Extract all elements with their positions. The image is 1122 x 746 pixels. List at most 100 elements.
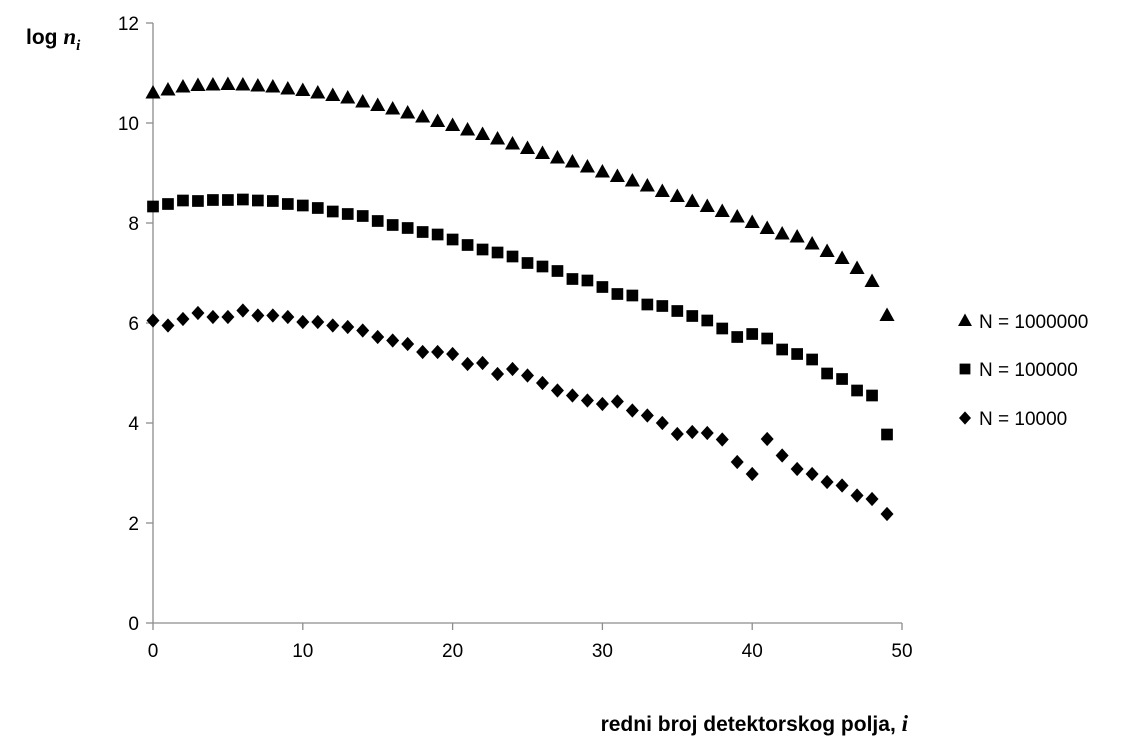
data-point-triangle bbox=[475, 126, 491, 140]
data-point-diamond bbox=[476, 355, 490, 371]
data-point-triangle bbox=[849, 260, 865, 274]
data-point-square bbox=[806, 353, 818, 366]
data-point-diamond bbox=[416, 344, 430, 360]
legend-marker-triangle bbox=[958, 313, 972, 327]
data-point-triangle bbox=[385, 100, 401, 115]
y-tick-label: 2 bbox=[128, 514, 139, 535]
x-axis-title-variable: i bbox=[902, 711, 909, 736]
data-point-diamond bbox=[401, 336, 415, 352]
data-point-triangle bbox=[804, 235, 820, 250]
data-point-diamond bbox=[431, 344, 445, 360]
data-point-triangle bbox=[280, 80, 296, 95]
data-point-triangle bbox=[684, 193, 700, 207]
data-point-diamond bbox=[595, 396, 609, 412]
data-point-diamond bbox=[655, 415, 669, 431]
series-diamond bbox=[146, 303, 894, 522]
x-ticks: 0 10 20 30 40 50 bbox=[148, 623, 913, 662]
data-point-diamond bbox=[356, 323, 370, 338]
data-point-diamond bbox=[805, 466, 819, 482]
x-tick-label: 20 bbox=[442, 641, 463, 662]
data-point-triangle bbox=[460, 121, 476, 136]
legend-label: N = 10000 bbox=[979, 409, 1067, 430]
data-point-triangle bbox=[250, 77, 266, 92]
legend-marker-diamond bbox=[959, 411, 971, 425]
data-point-square bbox=[147, 200, 159, 213]
data-point-triangle bbox=[594, 163, 610, 178]
plot-area bbox=[145, 76, 895, 522]
data-point-diamond bbox=[491, 366, 505, 382]
data-point-triangle bbox=[310, 84, 326, 99]
data-point-triangle bbox=[819, 243, 835, 257]
data-point-diamond bbox=[685, 424, 699, 440]
data-point-triangle bbox=[355, 93, 371, 108]
data-point-diamond bbox=[565, 388, 579, 403]
y-tick-label: 4 bbox=[128, 414, 139, 435]
data-point-triangle bbox=[445, 117, 461, 131]
data-point-diamond bbox=[206, 309, 220, 325]
y-tick-label: 10 bbox=[118, 114, 139, 135]
x-tick-label: 10 bbox=[292, 641, 313, 662]
data-point-triangle bbox=[235, 76, 251, 91]
data-point-triangle bbox=[490, 130, 506, 145]
data-point-square bbox=[731, 331, 744, 343]
axes bbox=[152, 23, 902, 624]
data-point-square bbox=[192, 195, 204, 207]
y-axis-title: log ni bbox=[26, 24, 81, 54]
data-point-diamond bbox=[146, 313, 160, 328]
data-point-square bbox=[881, 428, 893, 441]
data-point-square bbox=[162, 198, 174, 210]
data-point-diamond bbox=[850, 488, 864, 503]
data-point-diamond bbox=[865, 491, 879, 507]
data-point-triangle bbox=[639, 177, 655, 192]
data-point-square bbox=[686, 310, 699, 322]
data-point-square bbox=[416, 226, 429, 238]
data-point-square bbox=[222, 194, 234, 206]
data-point-square bbox=[461, 239, 474, 251]
data-point-triangle bbox=[744, 214, 760, 228]
data-point-square bbox=[401, 222, 414, 234]
data-point-square bbox=[566, 273, 579, 285]
data-point-square bbox=[237, 193, 249, 206]
data-point-diamond bbox=[535, 375, 549, 391]
data-point-triangle bbox=[340, 89, 356, 104]
data-point-diamond bbox=[191, 305, 205, 321]
data-point-diamond bbox=[506, 361, 520, 377]
data-point-triangle bbox=[415, 108, 431, 123]
y-tick-label: 12 bbox=[118, 14, 139, 35]
data-point-diamond bbox=[461, 356, 475, 372]
data-point-triangle bbox=[430, 113, 446, 127]
data-point-diamond bbox=[730, 454, 744, 470]
data-point-diamond bbox=[700, 425, 714, 441]
data-point-triangle bbox=[774, 225, 790, 240]
series-square bbox=[147, 193, 893, 441]
data-point-diamond bbox=[176, 311, 190, 327]
data-point-square bbox=[656, 300, 669, 312]
data-point-square bbox=[207, 194, 219, 206]
data-point-square bbox=[596, 281, 609, 293]
data-point-square bbox=[761, 332, 774, 345]
data-point-diamond bbox=[550, 383, 564, 398]
data-point-square bbox=[701, 314, 714, 327]
data-point-diamond bbox=[670, 426, 684, 442]
data-point-triangle bbox=[175, 78, 191, 93]
data-point-diamond bbox=[236, 303, 250, 318]
data-point-square bbox=[581, 274, 594, 287]
data-point-triangle bbox=[549, 149, 565, 164]
data-point-square bbox=[821, 367, 833, 380]
data-point-square bbox=[746, 328, 759, 340]
data-point-diamond bbox=[281, 309, 295, 325]
data-point-square bbox=[356, 210, 369, 222]
data-point-diamond bbox=[386, 333, 400, 348]
data-point-square bbox=[716, 322, 729, 335]
data-point-triangle bbox=[190, 77, 206, 91]
data-point-square bbox=[536, 260, 549, 273]
data-point-diamond bbox=[775, 448, 789, 463]
data-point-diamond bbox=[820, 474, 834, 490]
data-point-square bbox=[851, 384, 863, 397]
data-point-square bbox=[521, 257, 534, 269]
data-point-diamond bbox=[371, 329, 385, 345]
data-point-triangle bbox=[579, 158, 595, 173]
data-point-triangle bbox=[714, 203, 730, 217]
data-point-triangle bbox=[205, 76, 221, 91]
